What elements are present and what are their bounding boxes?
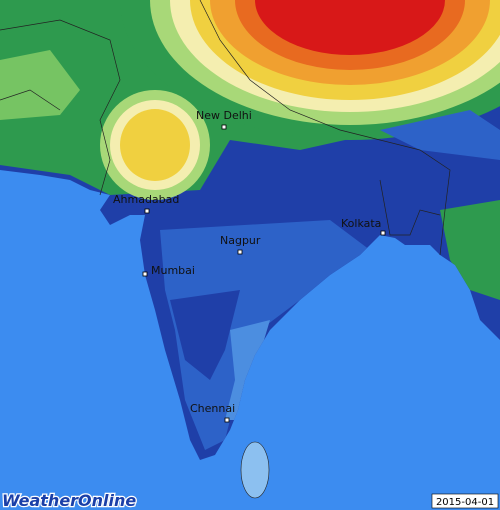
precip-zone [255, 0, 445, 55]
city-marker [237, 249, 243, 255]
precip-zone [170, 290, 240, 380]
city-label: Mumbai [151, 264, 195, 277]
logo: WeatherOnline [2, 491, 136, 510]
cities: New Delhi Ahmadabad Kolkata Nagpur Mumba… [113, 109, 386, 423]
city-marker [142, 271, 148, 277]
precip-zone [440, 200, 500, 300]
city-label: Ahmadabad [113, 193, 179, 206]
city-marker [380, 230, 386, 236]
precip-zone [380, 110, 500, 160]
city-label: Kolkata [341, 217, 381, 230]
precip-zone [160, 220, 370, 450]
city-label: Nagpur [220, 234, 261, 247]
city-marker [144, 208, 150, 214]
city-label: Chennai [190, 402, 235, 415]
precip-zone [120, 109, 190, 181]
city-label: New Delhi [196, 109, 252, 122]
date-box [431, 493, 499, 509]
city-marker [224, 417, 230, 423]
borders [0, 0, 451, 256]
precip-zone [0, 50, 80, 120]
city-marker [221, 124, 227, 130]
precip-zone [225, 320, 270, 420]
date-label: 2015-04-01 [436, 497, 494, 508]
sri-lanka [240, 441, 270, 499]
